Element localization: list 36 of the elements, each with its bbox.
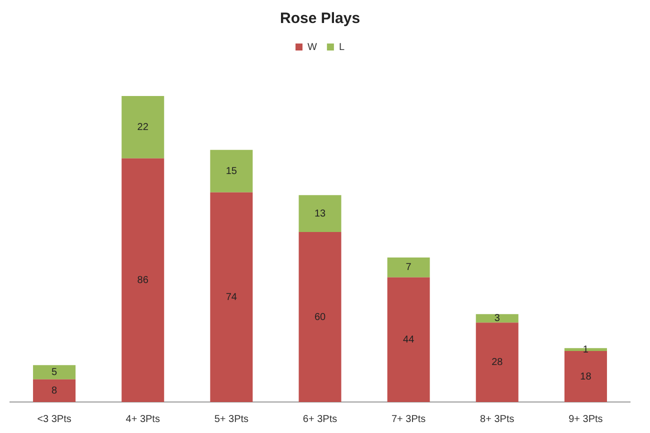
data-label: 13	[314, 208, 326, 220]
data-label: 74	[226, 292, 238, 303]
bar	[210, 150, 253, 192]
x-tick-label: 5+ 3Pts	[214, 414, 249, 425]
data-label: 3	[494, 313, 500, 324]
legend-label: W	[308, 42, 318, 53]
x-tick-label: 8+ 3Pts	[480, 414, 514, 425]
bar	[476, 322, 518, 402]
data-label: 44	[403, 334, 415, 346]
data-label: 7	[406, 262, 412, 274]
x-tick-label: 4+ 3Pts	[126, 414, 160, 425]
bar	[122, 158, 164, 402]
x-tick-label: 9+ 3Pts	[568, 414, 603, 425]
data-label: 5	[52, 367, 58, 378]
data-label: 15	[226, 166, 238, 177]
x-tick-label: 6+ 3Pts	[302, 414, 338, 425]
bar	[387, 258, 430, 278]
bar	[210, 192, 253, 402]
bar	[564, 351, 607, 402]
bar	[298, 232, 342, 402]
data-label: 86	[137, 274, 149, 286]
data-label: 18	[580, 371, 592, 382]
bar	[122, 96, 164, 158]
bar	[476, 314, 518, 323]
data-label: 60	[314, 312, 326, 323]
data-label: 28	[492, 357, 504, 368]
data-label: 8	[52, 385, 58, 396]
x-tick-label: 7+ 3Pts	[391, 414, 426, 425]
chart-title: Rose Plays	[280, 10, 360, 28]
bar	[298, 195, 342, 232]
legend-label: L	[338, 42, 345, 53]
data-label: 22	[137, 122, 149, 133]
bar	[387, 277, 430, 402]
bar	[33, 365, 76, 380]
bar	[33, 379, 76, 402]
x-tick-label: <3 3Pts	[37, 414, 72, 425]
